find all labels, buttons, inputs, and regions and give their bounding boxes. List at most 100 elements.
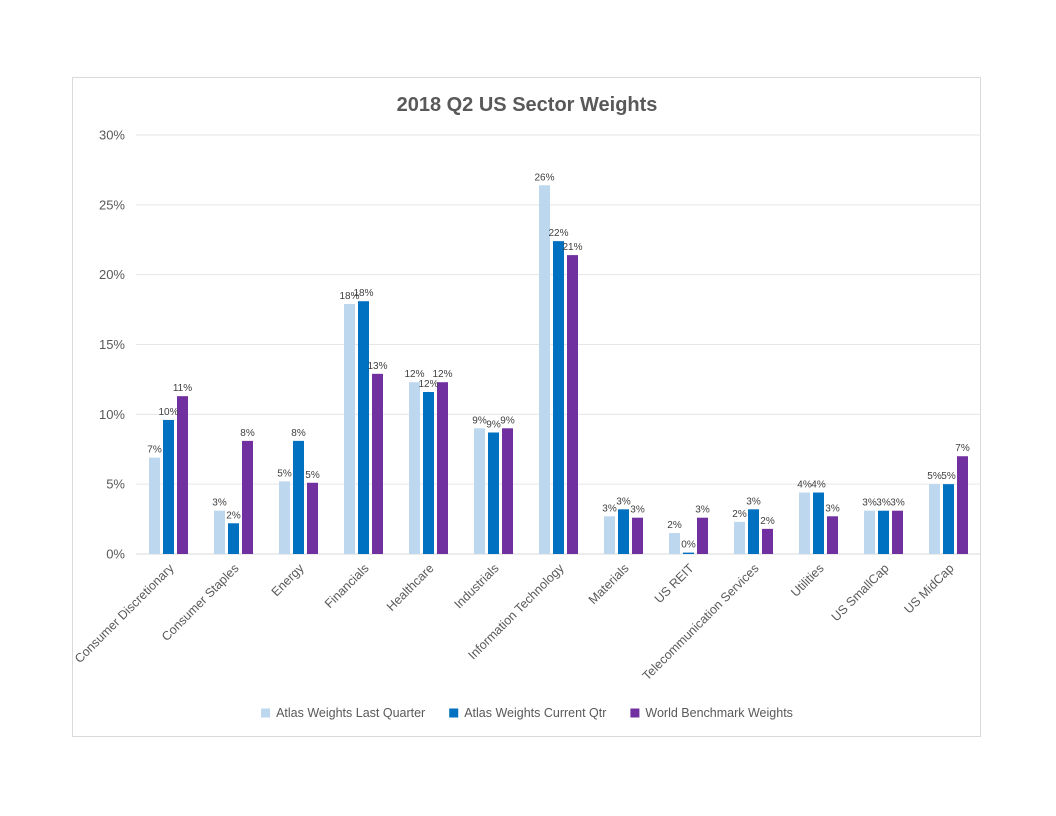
data-label: 2% xyxy=(667,520,682,531)
bar xyxy=(827,516,838,554)
y-tick-label: 25% xyxy=(99,197,125,212)
x-category-label: Energy xyxy=(269,561,307,599)
bar xyxy=(474,428,485,554)
bar xyxy=(683,552,694,554)
x-category-label: Materials xyxy=(586,561,632,607)
data-label: 3% xyxy=(616,496,631,507)
data-label: 3% xyxy=(746,496,761,507)
bar xyxy=(878,510,889,554)
data-label: 2% xyxy=(226,510,241,521)
y-tick-label: 30% xyxy=(99,128,125,143)
data-label: 13% xyxy=(367,361,387,372)
x-category-label: Financials xyxy=(322,561,372,611)
bar xyxy=(177,396,188,554)
bar xyxy=(553,241,564,554)
bar xyxy=(748,509,759,554)
data-label: 8% xyxy=(291,428,306,439)
bar xyxy=(799,492,810,554)
data-label: 0% xyxy=(681,540,696,551)
x-category-label: Utilities xyxy=(788,561,826,599)
data-label: 3% xyxy=(876,498,891,509)
bar xyxy=(892,510,903,554)
legend-label: World Benchmark Weights xyxy=(645,706,793,720)
bar xyxy=(228,523,239,554)
x-category-label: US MidCap xyxy=(902,561,957,616)
data-label: 3% xyxy=(630,505,645,516)
data-label: 2% xyxy=(732,509,747,520)
x-category-label: US REIT xyxy=(652,561,697,606)
x-category-label: US SmallCap xyxy=(829,561,892,624)
bar xyxy=(539,185,550,554)
legend-item: World Benchmark Weights xyxy=(630,706,793,720)
bar xyxy=(502,428,513,554)
bar xyxy=(567,255,578,554)
data-label: 5% xyxy=(305,470,320,481)
data-label: 18% xyxy=(339,291,359,302)
data-label: 7% xyxy=(955,443,970,454)
legend-item: Atlas Weights Current Qtr xyxy=(449,706,606,720)
bar xyxy=(242,440,253,554)
data-label: 5% xyxy=(941,471,956,482)
data-label: 2% xyxy=(760,516,775,527)
data-label: 9% xyxy=(472,415,487,426)
data-label: 3% xyxy=(695,505,710,516)
bar xyxy=(864,510,875,554)
bar xyxy=(358,301,369,554)
data-label: 5% xyxy=(927,471,942,482)
chart-frame: 2018 Q2 US Sector Weights 0% 5% 10% 15% 20% 2… xyxy=(72,77,981,737)
data-label: 12% xyxy=(404,369,424,380)
y-tick-label: 10% xyxy=(99,407,125,422)
legend: Atlas Weights Last Quarter Atlas Weights … xyxy=(261,706,793,720)
legend-item: Atlas Weights Last Quarter xyxy=(261,706,425,720)
bar xyxy=(734,521,745,554)
bar xyxy=(697,517,708,554)
y-tick-label: 5% xyxy=(106,477,125,492)
bar xyxy=(813,492,824,554)
data-label: 11% xyxy=(173,383,192,394)
bar xyxy=(632,517,643,554)
bar xyxy=(488,432,499,554)
data-label: 9% xyxy=(500,415,515,426)
y-tick-label: 0% xyxy=(106,547,125,562)
data-label: 22% xyxy=(548,228,568,239)
bar xyxy=(957,456,968,554)
data-label: 3% xyxy=(825,503,840,514)
x-category-label: Consumer Discretionary xyxy=(73,561,177,666)
bars xyxy=(149,185,968,554)
bar xyxy=(423,391,434,554)
data-label: 26% xyxy=(534,172,554,183)
data-label: 4% xyxy=(811,480,826,491)
bar xyxy=(279,481,290,554)
bar xyxy=(409,382,420,554)
bar xyxy=(163,419,174,554)
y-tick-label: 15% xyxy=(99,337,125,352)
data-label: 5% xyxy=(277,468,292,479)
data-label: 12% xyxy=(418,379,438,390)
legend-label: Atlas Weights Current Qtr xyxy=(464,706,606,720)
data-label: 3% xyxy=(602,503,617,514)
data-label: 12% xyxy=(432,369,452,380)
bar xyxy=(372,373,383,554)
data-label: 21% xyxy=(562,242,582,253)
chart-title: 2018 Q2 US Sector Weights xyxy=(397,94,658,116)
data-label: 10% xyxy=(158,407,178,418)
data-label: 9% xyxy=(486,419,501,430)
y-tick-label: 20% xyxy=(99,267,125,282)
bar xyxy=(943,484,954,554)
bar xyxy=(604,516,615,554)
legend-swatch xyxy=(630,708,640,718)
legend-label: Atlas Weights Last Quarter xyxy=(276,706,425,720)
data-label: 18% xyxy=(353,288,373,299)
x-category-label: Industrials xyxy=(451,561,501,611)
bar xyxy=(293,440,304,554)
data-label: 3% xyxy=(212,498,227,509)
x-category-label: Telecommunication Services xyxy=(640,561,762,683)
data-label: 3% xyxy=(890,498,905,509)
x-category-label: Healthcare xyxy=(384,561,437,614)
bar xyxy=(149,457,160,554)
legend-swatch xyxy=(261,708,271,718)
bar xyxy=(618,509,629,554)
bar xyxy=(214,510,225,554)
legend-swatch xyxy=(449,708,459,718)
data-label: 7% xyxy=(147,445,162,456)
